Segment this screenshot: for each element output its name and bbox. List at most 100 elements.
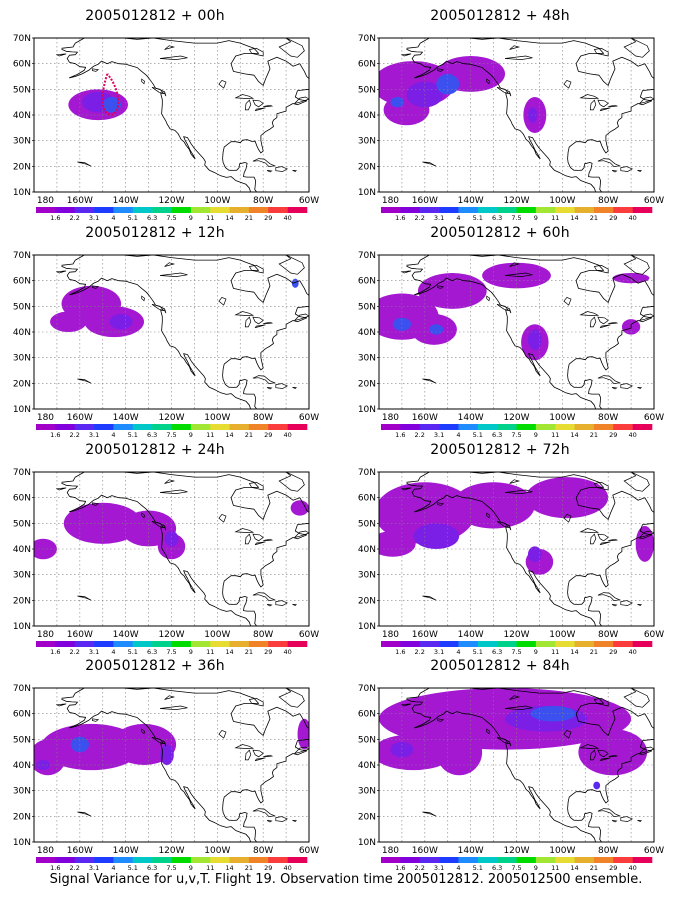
colorbar-label: 1.6 <box>50 648 60 656</box>
panel-title: 2005012812 + 48h <box>430 8 570 24</box>
colorbar-swatch <box>94 641 114 647</box>
lake-outline <box>563 513 572 523</box>
island-outline <box>252 375 276 384</box>
colorbar-swatch <box>497 424 517 430</box>
colorbar-swatch <box>555 857 575 863</box>
island-outline <box>278 688 305 708</box>
island-outline <box>278 38 305 58</box>
colorbar-label: 1.6 <box>395 431 405 439</box>
colorbar-swatch <box>36 857 56 863</box>
island-outline <box>248 47 264 57</box>
lon-tick-label: 180 <box>37 846 54 856</box>
colorbar-label: 11 <box>206 214 214 222</box>
colorbar-label: 6.3 <box>147 864 157 872</box>
lon-tick-label: 160W <box>412 413 438 423</box>
island-outline <box>496 736 510 745</box>
colorbar-swatch <box>497 641 517 647</box>
colorbar-label: 29 <box>609 431 617 439</box>
lon-tick-label: 160W <box>67 413 93 423</box>
lat-tick-label: 50N <box>13 85 31 95</box>
colorbar-label: 29 <box>264 864 272 872</box>
colorbar-label: 1.6 <box>395 214 405 222</box>
lake-outline <box>608 104 619 107</box>
colorbar-swatch <box>152 207 172 213</box>
colorbar-swatch <box>171 424 192 430</box>
lon-tick-label: 80W <box>598 413 618 423</box>
lat-tick-label: 40N <box>358 545 376 555</box>
island-outline <box>151 303 165 312</box>
lon-tick-label: 60W <box>299 846 319 856</box>
lat-tick-label: 10N <box>358 838 376 848</box>
lake-outline <box>597 533 609 542</box>
lake-outline <box>164 695 176 700</box>
colorbar-swatch <box>268 641 288 647</box>
lat-tick-label: 60N <box>358 277 376 287</box>
colorbar-label: 40 <box>284 214 292 222</box>
colorbar-swatch <box>229 207 250 213</box>
colorbar-label: 5.1 <box>128 214 138 222</box>
panel-title: 2005012812 + 60h <box>430 225 570 241</box>
lon-tick-label: 180 <box>37 413 54 423</box>
colorbar-swatch <box>94 424 114 430</box>
island-outline <box>597 375 621 384</box>
island-outline <box>92 502 100 506</box>
colorbar-label: 21 <box>590 648 598 656</box>
colorbar-label: 29 <box>264 431 272 439</box>
island-outline <box>252 808 276 817</box>
map-panel: 2005012812 + 60h 10N 20N 30N 40N 50N 60N 70N 180… <box>350 225 664 440</box>
island-outline <box>623 255 650 275</box>
colorbar-swatch <box>36 424 56 430</box>
island-outline <box>141 512 145 519</box>
lon-tick-label: 100W <box>204 413 230 423</box>
colorbar-label: 5.1 <box>473 864 483 872</box>
colorbar-label: 2.2 <box>70 648 80 656</box>
lake-outline <box>579 528 600 533</box>
lake-outline <box>159 55 188 60</box>
colorbar-label: 21 <box>245 864 253 872</box>
colorbar-swatch <box>268 857 288 863</box>
lon-tick-label: 160W <box>412 630 438 640</box>
map-panel: 2005012812 + 24h 10N 20N 30N 40N 50N 60N 70N 180… <box>5 442 319 657</box>
map-plot: 10N 20N 30N 40N 50N 60N 70N 180 160W 140W 120W 100W… <box>13 251 319 439</box>
island-outline <box>593 697 609 707</box>
island-outline <box>55 487 67 491</box>
lon-tick-label: 140W <box>113 630 139 640</box>
island-outline <box>400 703 412 707</box>
colorbar-swatch <box>229 641 250 647</box>
map-plot: 10N 20N 30N 40N 50N 60N 70N 180 160W 140W 120W 100W… <box>358 684 664 872</box>
lon-tick-label: 100W <box>549 196 575 206</box>
map-plot: 10N 20N 30N 40N 50N 60N 70N 180 160W 140W 120W 100W… <box>13 684 319 872</box>
island-outline <box>437 68 445 72</box>
lat-tick-label: 20N <box>358 596 376 606</box>
colorbar-label: 14 <box>225 864 233 872</box>
island-outline <box>638 530 654 539</box>
island-outline <box>637 820 643 822</box>
island-outline <box>311 520 326 532</box>
island-outline <box>400 270 412 274</box>
lake-outline <box>244 533 252 545</box>
colorbar-swatch <box>94 207 114 213</box>
lake-outline <box>234 94 255 99</box>
colorbar-swatch <box>152 857 172 863</box>
lat-tick-label: 20N <box>358 812 376 822</box>
island-outline <box>248 481 264 491</box>
island-outline <box>141 295 145 302</box>
island-outline <box>55 703 67 707</box>
island-outline <box>278 255 305 275</box>
lake-outline <box>599 324 611 329</box>
colorbar-label: 1.6 <box>50 431 60 439</box>
coastline <box>61 472 309 626</box>
island-outline <box>486 78 490 85</box>
colorbar-label: 7.5 <box>166 431 176 439</box>
lake-outline <box>563 296 572 306</box>
colorbar-label: 1.6 <box>50 864 60 872</box>
lake-outline <box>244 316 252 328</box>
lon-tick-label: 60W <box>299 196 319 206</box>
colorbar-swatch <box>210 207 230 213</box>
colorbar-label: 7.5 <box>166 214 176 222</box>
lake-outline <box>159 272 188 277</box>
lat-tick-label: 50N <box>358 302 376 312</box>
island-outline <box>266 604 273 607</box>
island-outline <box>496 303 510 312</box>
colorbar-swatch <box>381 424 401 430</box>
